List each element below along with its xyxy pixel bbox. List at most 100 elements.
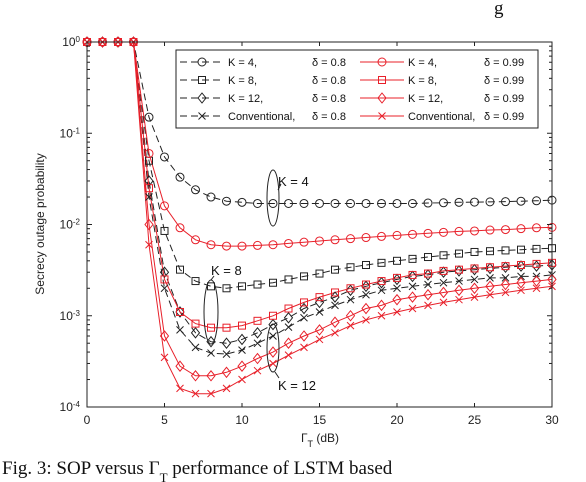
data-point <box>222 384 231 393</box>
data-point <box>486 263 494 272</box>
data-point <box>392 293 402 306</box>
data-point <box>160 152 169 162</box>
data-point <box>144 218 154 231</box>
legend-label: K = 8, <box>408 75 437 87</box>
legend-label: K = 4, <box>228 57 257 69</box>
data-point <box>222 323 231 332</box>
data-point <box>97 36 108 48</box>
data-point <box>268 346 278 358</box>
y-axis: 100 10-1 10-2 10-3 10-4 <box>60 35 552 414</box>
series-line-4 <box>87 41 553 247</box>
data-point <box>221 337 232 350</box>
data-point <box>532 259 541 268</box>
data-point <box>485 280 495 293</box>
data-point <box>253 240 262 250</box>
data-point <box>191 343 200 352</box>
x-axis-label: ΓT (dB) <box>301 431 339 449</box>
data-point <box>408 229 417 239</box>
data-point <box>284 198 293 208</box>
legend-swatch-marker <box>378 76 386 84</box>
legend-delta: δ = 0.99 <box>484 57 524 69</box>
data-point <box>392 230 402 240</box>
data-point <box>175 172 185 182</box>
data-point <box>377 198 386 208</box>
data-point <box>284 304 293 313</box>
data-point <box>191 235 200 245</box>
data-point <box>160 201 169 211</box>
data-point <box>253 198 262 208</box>
data-point <box>238 321 246 330</box>
top-partial-text: g <box>494 0 504 19</box>
legend-delta: δ = 0.99 <box>484 111 524 123</box>
data-point <box>455 265 463 274</box>
legend-label: K = 12, <box>228 93 263 105</box>
figure-caption: Fig. 3: SOP versus ΓT performance of LST… <box>2 458 393 482</box>
data-point <box>408 282 417 291</box>
data-point <box>160 353 169 362</box>
data-point <box>237 241 247 251</box>
data-point <box>113 36 123 48</box>
data-point <box>408 304 417 313</box>
data-point <box>191 185 200 195</box>
data-point <box>485 225 495 235</box>
data-point <box>315 308 324 316</box>
data-point <box>269 359 277 368</box>
data-point <box>408 254 417 263</box>
data-point <box>191 389 200 398</box>
data-point <box>377 311 386 320</box>
data-point <box>191 277 200 286</box>
data-point <box>408 270 417 279</box>
legend-swatch-marker <box>197 92 207 104</box>
data-point <box>470 226 479 236</box>
data-point <box>455 295 463 304</box>
y-tick-label: 10-2 <box>60 217 81 232</box>
data-point <box>315 236 324 246</box>
data-point <box>438 266 449 279</box>
data-point <box>532 284 541 293</box>
data-point <box>392 198 402 208</box>
data-point <box>407 270 418 283</box>
data-point <box>346 198 355 208</box>
data-point <box>501 274 510 282</box>
data-point <box>176 307 184 316</box>
data-point <box>145 193 153 201</box>
data-point <box>206 369 216 382</box>
data-point <box>283 311 294 324</box>
data-point <box>222 284 231 293</box>
data-point <box>315 335 324 344</box>
data-point <box>221 366 232 379</box>
data-point <box>253 339 262 348</box>
data-point <box>268 318 278 331</box>
data-point <box>361 302 371 315</box>
data-point <box>346 263 355 272</box>
legend-swatch-marker <box>197 57 207 67</box>
x-tick-label: 10 <box>235 413 249 427</box>
data-point <box>160 275 169 284</box>
data-point <box>346 284 355 293</box>
data-point <box>454 265 464 277</box>
data-point <box>175 306 185 318</box>
data-point <box>408 198 417 208</box>
data-point <box>315 293 324 302</box>
legend-delta: δ = 0.99 <box>484 75 524 87</box>
annotations: K = 4 K = 8 K = 12 <box>203 169 316 393</box>
data-point <box>253 316 262 325</box>
x-tick-label: 25 <box>468 413 482 427</box>
data-point <box>455 249 463 258</box>
data-point <box>501 246 510 255</box>
data-point <box>470 197 479 207</box>
x-tick-label: 30 <box>545 413 559 427</box>
data-point <box>393 308 401 316</box>
data-point <box>486 290 494 299</box>
data-point <box>331 301 339 310</box>
data-point <box>345 309 356 322</box>
k4-pointer <box>277 183 282 191</box>
data-point <box>501 197 510 207</box>
data-point <box>424 301 432 310</box>
data-point <box>532 223 541 233</box>
data-point <box>516 196 526 206</box>
data-point <box>486 247 494 256</box>
data-point <box>423 269 433 281</box>
data-point <box>300 272 308 281</box>
